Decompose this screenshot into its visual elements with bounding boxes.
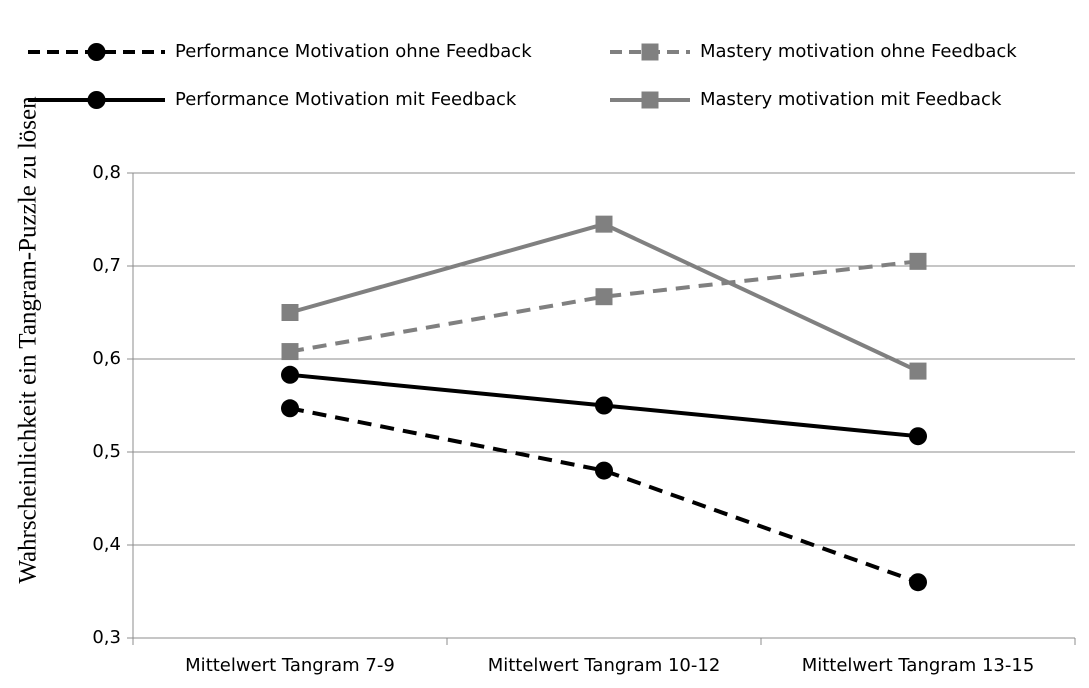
x-tick-label: Mittelwert Tangram 7-9 (185, 655, 395, 676)
y-axis-label: Wahrscheinlichkeit ein Tangram-Puzzle zu… (15, 96, 42, 584)
data-point (595, 215, 613, 233)
series-line (289, 259, 919, 354)
data-point (595, 396, 613, 415)
data-point (595, 461, 613, 480)
x-tick-label: Mittelwert Tangram 10-12 (488, 655, 721, 676)
legend-marker (641, 43, 659, 61)
data-point (281, 343, 299, 361)
y-tick-label: 0,6 (92, 348, 121, 369)
data-point (281, 399, 299, 418)
legend-marker (87, 43, 106, 61)
data-point (909, 362, 927, 380)
legend-label: Performance Motivation mit Feedback (175, 89, 517, 110)
legend-label: Performance Motivation ohne Feedback (175, 41, 532, 62)
legend-marker (641, 91, 659, 109)
data-point (595, 288, 613, 306)
data-point (909, 427, 927, 446)
data-point (281, 365, 299, 384)
legend-label: Mastery motivation mit Feedback (700, 89, 1002, 110)
y-tick-label: 0,4 (92, 534, 121, 555)
data-point (909, 252, 927, 270)
series-line (289, 406, 919, 585)
data-point (281, 304, 299, 321)
x-tick-label: Mittelwert Tangram 13-15 (802, 655, 1035, 676)
y-tick-label: 0,3 (92, 627, 121, 648)
y-tick-label: 0,8 (92, 162, 121, 183)
y-tick-label: 0,7 (92, 255, 121, 276)
data-point (909, 573, 927, 592)
legend-marker (87, 91, 106, 109)
y-tick-label: 0,5 (92, 441, 121, 462)
legend-label: Mastery motivation ohne Feedback (700, 41, 1017, 62)
